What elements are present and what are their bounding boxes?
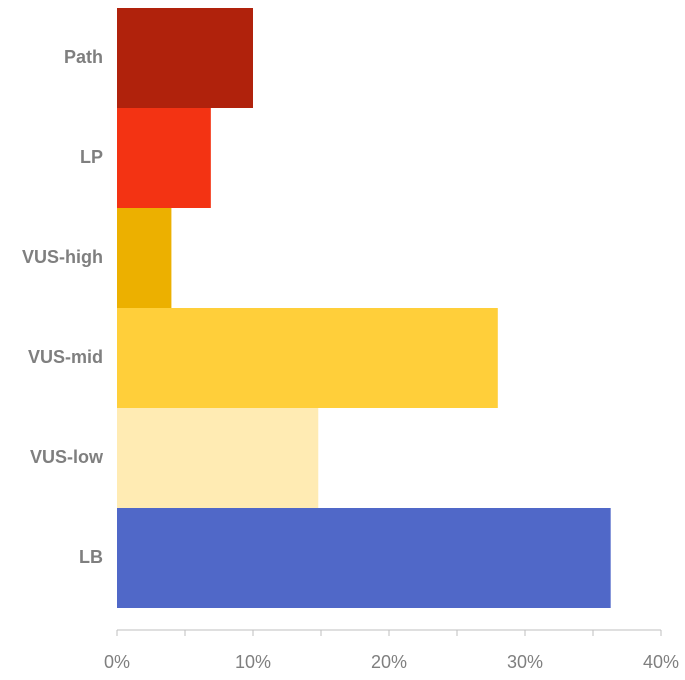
y-tick-label: VUS-high bbox=[22, 247, 103, 267]
x-tick-label: 40% bbox=[643, 652, 679, 672]
bar bbox=[117, 8, 253, 108]
bar bbox=[117, 308, 498, 408]
y-tick-label: LB bbox=[79, 547, 103, 567]
x-tick-label: 0% bbox=[104, 652, 130, 672]
bar bbox=[117, 208, 172, 308]
bar bbox=[117, 108, 211, 208]
bar bbox=[117, 508, 611, 608]
x-tick-label: 10% bbox=[235, 652, 271, 672]
bar bbox=[117, 408, 319, 508]
y-tick-label: VUS-mid bbox=[28, 347, 103, 367]
x-tick-label: 20% bbox=[371, 652, 407, 672]
x-tick-label: 30% bbox=[507, 652, 543, 672]
y-tick-label: VUS-low bbox=[30, 447, 104, 467]
y-tick-label: Path bbox=[64, 47, 103, 67]
y-tick-label: LP bbox=[80, 147, 103, 167]
